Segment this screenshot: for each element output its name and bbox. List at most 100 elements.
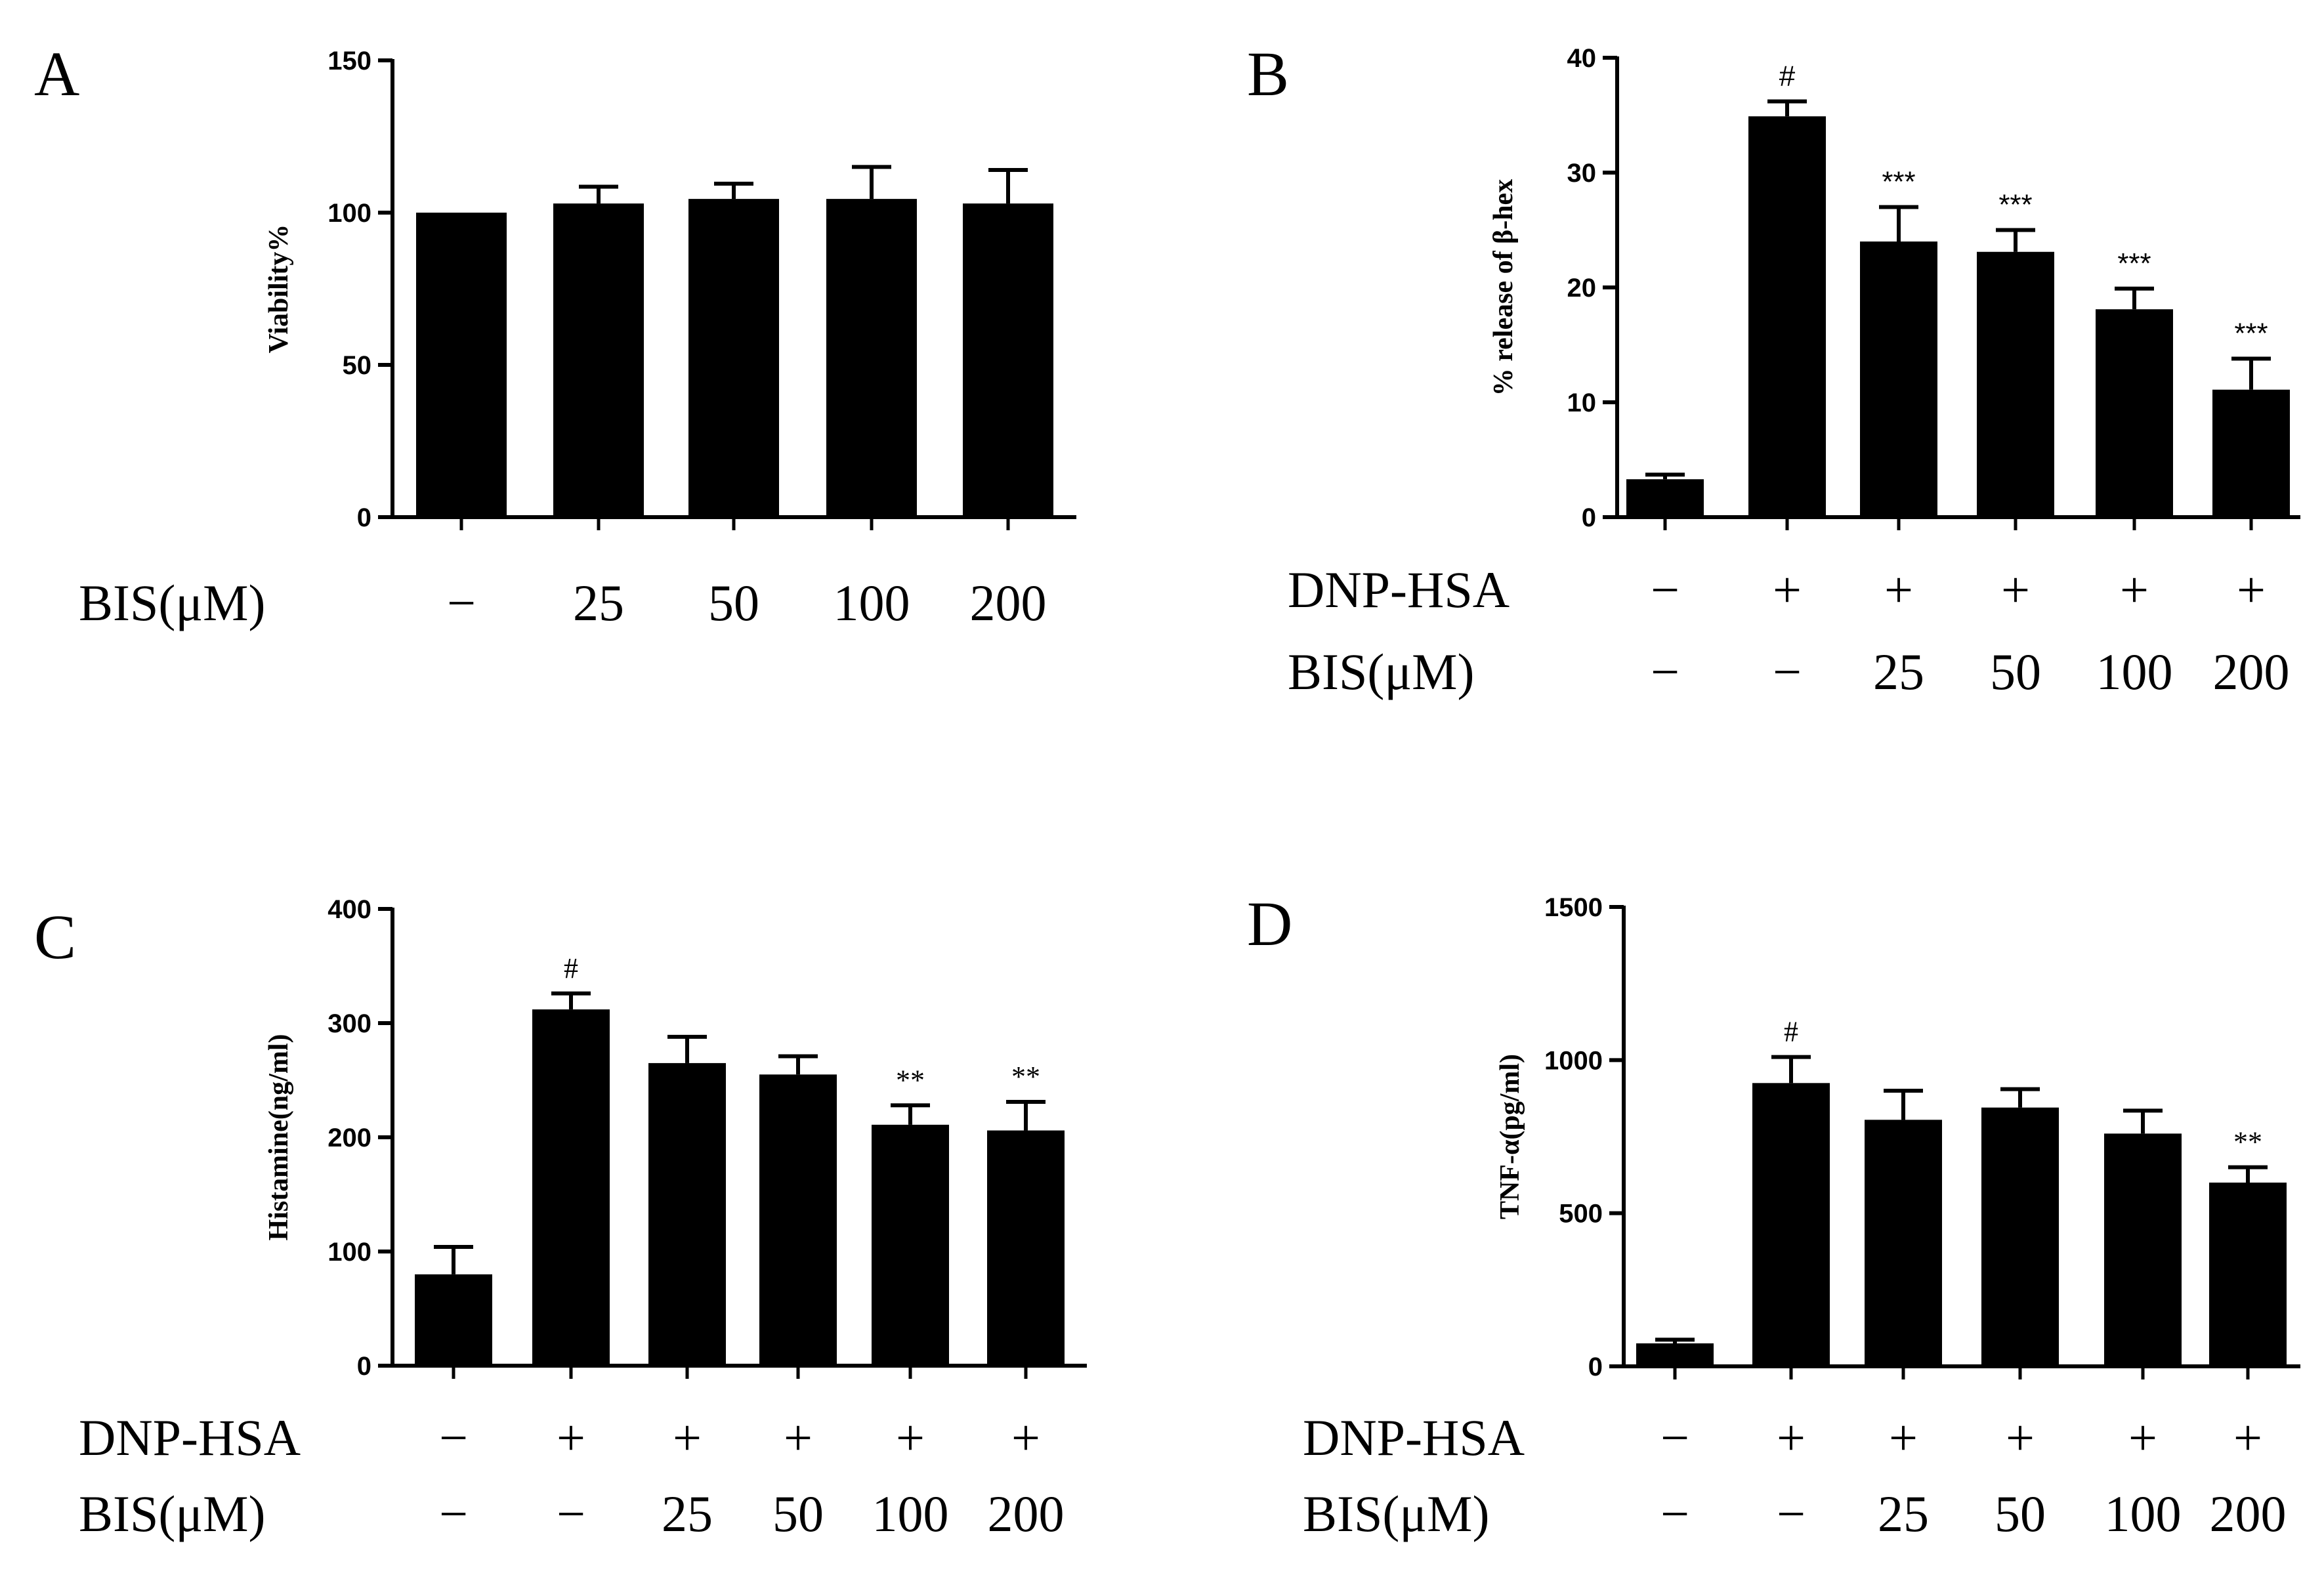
- factor-row-label: BIS(μM): [1303, 1485, 1490, 1542]
- y-tick-label: 100: [327, 1238, 371, 1267]
- y-tick-label: 50: [343, 351, 372, 380]
- category-label: 25: [1878, 1485, 1929, 1542]
- category-label: −: [1773, 643, 1802, 700]
- factor-row-label: BIS(μM): [79, 574, 266, 631]
- category-label: −: [439, 1485, 468, 1542]
- category-label: 25: [1873, 643, 1924, 700]
- bar: [1981, 1107, 2059, 1366]
- bar: [648, 1062, 726, 1366]
- factor-row-label: BIS(μM): [79, 1485, 266, 1542]
- y-axis-label: % release of β-hex: [1489, 179, 1519, 396]
- significance-mark: #: [1784, 1016, 1798, 1048]
- bar: [872, 1124, 949, 1366]
- bar: [553, 203, 644, 517]
- category-label: 25: [662, 1485, 713, 1542]
- category-label: −: [1660, 1485, 1689, 1542]
- category-label: −: [1660, 1409, 1689, 1466]
- y-tick-label: 0: [1582, 503, 1596, 532]
- y-tick-label: 30: [1567, 159, 1597, 188]
- panel-label: D: [1247, 889, 1292, 959]
- panel-d: D 0 500 1000 1500 TNF-α(pg/ml) # ** DNP-HSA − + + + +…: [1247, 889, 2300, 1542]
- bar: [1860, 242, 1937, 517]
- significance-mark: **: [2233, 1126, 2262, 1158]
- category-label: 50: [1990, 643, 2041, 700]
- significance-mark: **: [896, 1064, 925, 1096]
- bar: [2096, 309, 2173, 517]
- y-tick-label: 300: [327, 1009, 371, 1038]
- category-label: +: [1773, 561, 1802, 618]
- bar: [415, 1274, 492, 1366]
- bar: [2209, 1183, 2287, 1366]
- category-label: +: [2233, 1409, 2262, 1466]
- factor-row-label: DNP-HSA: [1303, 1409, 1525, 1466]
- panel-b: B 0 10 20 30 40 % release of β-hex # *** *** *** **…: [1247, 39, 2300, 700]
- significance-mark: ***: [1882, 166, 1915, 198]
- category-label: 200: [988, 1485, 1065, 1542]
- y-tick-label: 1000: [1544, 1046, 1603, 1075]
- category-label: +: [1777, 1409, 1806, 1466]
- y-tick-label: 200: [327, 1124, 371, 1152]
- category-label: +: [2128, 1409, 2157, 1466]
- category-label: +: [1884, 561, 1913, 618]
- panel-a: A 0 50 100 150 Viability% BIS(μM) − 25 50 100 200: [34, 39, 1076, 631]
- significance-mark: #: [1779, 60, 1796, 93]
- y-tick-label: 20: [1567, 274, 1597, 303]
- category-label: +: [673, 1409, 702, 1466]
- bar: [1748, 116, 1826, 517]
- significance-mark: #: [564, 952, 578, 984]
- category-label: +: [1011, 1409, 1040, 1466]
- y-tick-label: 0: [357, 1352, 371, 1381]
- panel-c: C 0 100 200 300 400 Histamine(ng/ml) # ** ** DNP-H…: [34, 895, 1087, 1542]
- category-label: +: [2237, 561, 2266, 618]
- y-tick-label: 500: [1559, 1200, 1603, 1229]
- bar: [1865, 1120, 1942, 1366]
- y-tick-label: 40: [1567, 44, 1597, 73]
- y-tick-label: 400: [327, 895, 371, 924]
- category-label: +: [2006, 1409, 2035, 1466]
- panel-label: A: [34, 39, 79, 109]
- y-axis-label: TNF-α(pg/ml): [1495, 1054, 1525, 1219]
- category-label: −: [1651, 643, 1680, 700]
- category-label: 50: [1995, 1485, 2046, 1542]
- y-axis-label: Viability%: [264, 224, 294, 354]
- bar: [1626, 479, 1704, 517]
- bar: [2104, 1133, 2182, 1366]
- category-label: 25: [573, 574, 624, 631]
- category-label: −: [557, 1485, 585, 1542]
- y-tick-label: 0: [1588, 1353, 1603, 1381]
- significance-mark: ***: [2234, 318, 2268, 350]
- y-tick-label: 1500: [1544, 893, 1603, 922]
- category-label: 100: [2096, 643, 2173, 700]
- bar: [826, 199, 917, 517]
- category-label: −: [447, 574, 476, 631]
- factor-row-label: DNP-HSA: [79, 1409, 301, 1466]
- category-label: −: [1777, 1485, 1806, 1542]
- category-label: +: [896, 1409, 925, 1466]
- bar: [688, 199, 779, 517]
- y-tick-label: 100: [327, 199, 371, 228]
- category-label: 100: [872, 1485, 949, 1542]
- bar: [1636, 1343, 1714, 1366]
- category-label: 200: [970, 574, 1047, 631]
- factor-row-label: BIS(μM): [1288, 643, 1475, 700]
- panel-label: C: [34, 902, 76, 972]
- bar: [759, 1074, 837, 1366]
- significance-mark: **: [1011, 1061, 1040, 1093]
- bar: [1977, 251, 2054, 517]
- category-label: −: [1651, 561, 1680, 618]
- category-label: 200: [2213, 643, 2290, 700]
- category-label: 100: [834, 574, 910, 631]
- significance-mark: ***: [1998, 189, 2032, 221]
- category-label: +: [2001, 561, 2030, 618]
- factor-row-label: DNP-HSA: [1288, 561, 1510, 618]
- category-label: −: [439, 1409, 468, 1466]
- bar: [987, 1130, 1065, 1366]
- bar: [1752, 1083, 1830, 1366]
- bar: [532, 1009, 610, 1366]
- category-label: 100: [2105, 1485, 2182, 1542]
- category-label: 200: [2210, 1485, 2287, 1542]
- category-label: +: [557, 1409, 585, 1466]
- category-label: +: [2120, 561, 2149, 618]
- bar: [416, 213, 507, 517]
